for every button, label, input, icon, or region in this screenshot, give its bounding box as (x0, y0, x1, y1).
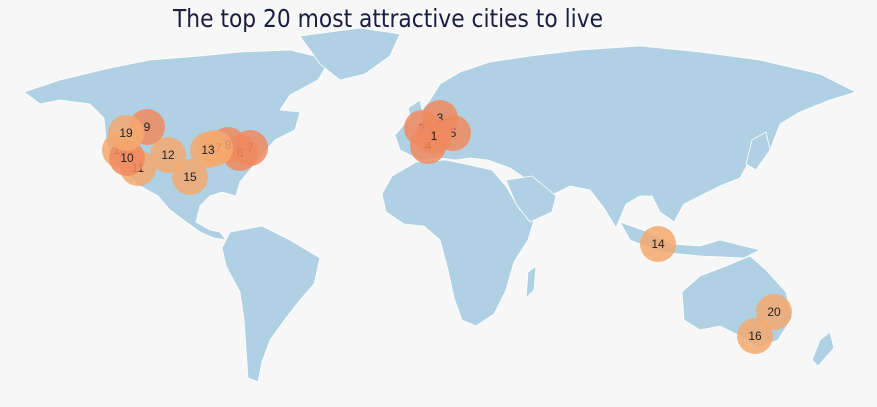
city-marker[interactable] (756, 294, 792, 330)
marker-label: 14 (651, 237, 665, 251)
marker-label: 12 (161, 148, 175, 162)
marker-label: 16 (748, 329, 762, 343)
city-marker[interactable] (150, 137, 186, 173)
japan (745, 131, 771, 171)
new-zealand (811, 331, 835, 367)
marker-label: 15 (183, 170, 197, 184)
marker-label: 1 (431, 129, 438, 143)
city-marker[interactable] (737, 318, 773, 354)
city-marker[interactable] (416, 118, 452, 154)
city-markers: 5324176817131215181110919141620 (102, 100, 792, 354)
marker-label: 19 (119, 126, 133, 140)
city-marker[interactable] (190, 132, 226, 168)
city-marker[interactable] (640, 226, 676, 262)
city-marker[interactable] (172, 159, 208, 195)
greenland (299, 27, 401, 81)
africa (381, 159, 537, 327)
land-shapes (23, 27, 858, 383)
marker-label: 5 (450, 126, 457, 140)
city-marker[interactable] (108, 115, 144, 151)
marker-label: 10 (120, 151, 134, 165)
marker-label: 3 (437, 111, 444, 125)
south-america (221, 225, 321, 383)
map-title: The top 20 most attractive cities to liv… (172, 4, 603, 33)
marker-label: 13 (201, 143, 215, 157)
arabia (505, 175, 557, 223)
eurasia (394, 45, 858, 229)
madagascar (525, 265, 537, 300)
marker-label: 20 (767, 305, 781, 319)
marker-label: 9 (144, 120, 151, 134)
